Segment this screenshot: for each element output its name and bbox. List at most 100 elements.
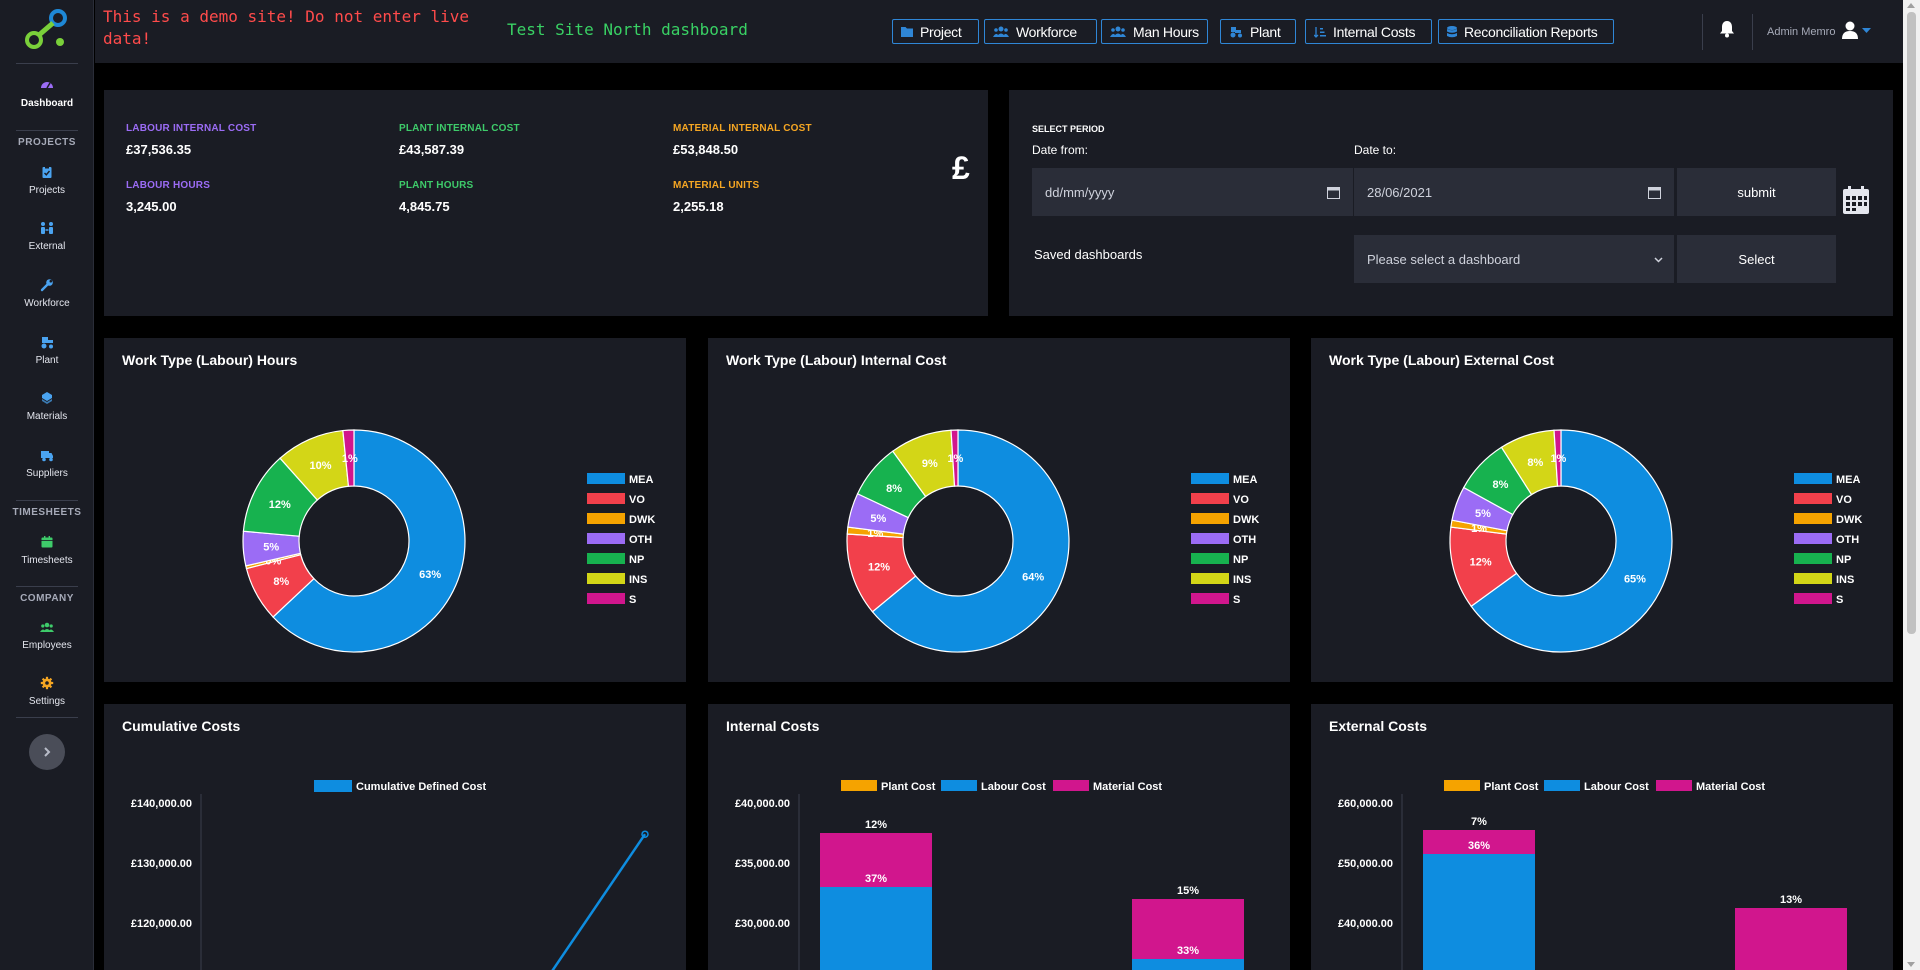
legend-swatch — [587, 593, 625, 604]
sidebar-toggle-button[interactable] — [29, 734, 65, 770]
labour-cost-value: £37,536.35 — [126, 142, 192, 157]
sidebar-item-label: Workforce — [24, 298, 70, 309]
sidebar-section-timesheets: TIMESHEETS — [12, 507, 82, 518]
nav-button-project[interactable]: Project — [892, 19, 979, 44]
slice-label: 5% — [870, 513, 886, 525]
slice-label: 8% — [273, 576, 289, 588]
app-logo[interactable] — [24, 6, 70, 52]
scroll-up-arrow[interactable] — [1907, 3, 1915, 8]
legend-label: S — [629, 594, 636, 606]
bell-icon[interactable] — [1719, 20, 1735, 38]
bar-segment-label: 37% — [865, 873, 887, 885]
sidebar-item-suppliers[interactable]: Suppliers — [0, 448, 94, 494]
slice-label: 10% — [310, 460, 332, 472]
sidebar-divider — [16, 130, 78, 131]
user-icon[interactable] — [1842, 21, 1858, 39]
date-from-input[interactable]: dd/mm/yyyy — [1032, 168, 1353, 216]
nav-button-internal-costs[interactable]: Internal Costs — [1305, 19, 1432, 44]
sidebar-item-timesheets[interactable]: Timesheets — [0, 535, 94, 581]
legend-swatch — [587, 473, 625, 484]
cubes-icon — [42, 392, 52, 404]
scroll-thumb[interactable] — [1907, 12, 1916, 634]
cumulative-costs-panel: Cumulative Costs Cumulative Defined Cost… — [104, 704, 686, 970]
bar-segment-material — [1423, 830, 1535, 854]
donut-slice-mea — [1470, 429, 1673, 653]
calendar-icon[interactable] — [1327, 186, 1340, 199]
legend-swatch — [1656, 780, 1692, 791]
scroll-down-arrow[interactable] — [1907, 962, 1915, 967]
users-icon — [993, 26, 1009, 37]
bar-segment-material — [820, 833, 932, 887]
wrench-icon — [40, 279, 53, 292]
user-name[interactable]: Admin Memro — [1767, 26, 1836, 38]
donut-slice-mea — [272, 429, 466, 653]
nav-button-workforce[interactable]: Workforce — [984, 19, 1097, 44]
material-cost-value: £53,848.50 — [673, 142, 739, 157]
date-from-label: Date from: — [1032, 143, 1089, 157]
plant-cost-label: PLANT INTERNAL COST — [399, 123, 520, 134]
calendar-large-icon[interactable] — [1843, 186, 1869, 214]
sidebar-divider — [16, 586, 78, 587]
legend-label: Plant Cost — [881, 781, 936, 793]
legend-swatch — [587, 553, 625, 564]
legend-label: OTH — [629, 534, 652, 546]
legend-swatch — [314, 780, 352, 792]
select-dashboard-button[interactable]: Select — [1677, 235, 1836, 283]
labour-hours-label: LABOUR HOURS — [126, 180, 211, 191]
users-icon — [1110, 26, 1126, 37]
legend-swatch — [587, 573, 625, 584]
sidebar-divider — [16, 63, 78, 64]
slice-label: 12% — [269, 499, 291, 511]
sidebar-item-settings[interactable]: Settings — [0, 676, 94, 722]
legend-swatch — [1053, 780, 1089, 791]
date-from-placeholder: dd/mm/yyyy — [1045, 184, 1115, 200]
sidebar-item-plant[interactable]: Plant — [0, 335, 94, 381]
slice-label: 65% — [1624, 574, 1646, 586]
submit-button[interactable]: submit — [1677, 168, 1836, 216]
caret-down-icon[interactable] — [1862, 28, 1871, 34]
gear-icon — [40, 676, 54, 690]
nav-button-plant[interactable]: Plant — [1220, 19, 1296, 44]
page-scrollbar[interactable] — [1903, 0, 1920, 970]
data-point — [641, 830, 649, 838]
saved-dashboard-select[interactable]: Please select a dashboard — [1354, 235, 1674, 283]
donut-slice-s — [1553, 429, 1562, 487]
slice-label: 8% — [1493, 479, 1509, 491]
chart-title: Work Type (Labour) External Cost — [1329, 352, 1555, 368]
date-to-input[interactable]: 28/06/2021 — [1354, 168, 1674, 216]
select-period-title: SELECT PERIOD — [1032, 124, 1105, 134]
plant-cost-value: £43,587.39 — [399, 142, 465, 157]
sidebar-item-external[interactable]: External — [0, 221, 94, 267]
chart-title: Work Type (Labour) Internal Cost — [726, 352, 947, 368]
nav-button-reconciliation-reports[interactable]: Reconciliation Reports — [1438, 19, 1614, 44]
labour-external-cost-chart-panel: Work Type (Labour) External Cost 65% 12% 1… — [1311, 338, 1893, 682]
tractor-icon — [1230, 26, 1242, 37]
sidebar-item-employees[interactable]: Employees — [0, 620, 94, 666]
demo-warning: This is a demo site! Do not enter live d… — [103, 7, 470, 48]
legend-label: DWK — [629, 514, 655, 526]
donut-slice-mea — [871, 429, 1070, 653]
sidebar-item-workforce[interactable]: Workforce — [0, 278, 94, 324]
legend-label: Cumulative Defined Cost — [356, 781, 487, 793]
plant-hours-label: PLANT HOURS — [399, 180, 474, 191]
sidebar-item-dashboard[interactable]: Dashboard — [0, 78, 94, 124]
legend-label: MEA — [629, 474, 654, 486]
calendar-icon[interactable] — [1648, 186, 1661, 199]
legend-label: Labour Cost — [1584, 781, 1649, 793]
nav-button-man-hours[interactable]: Man Hours — [1101, 19, 1208, 44]
labour-internal-cost-chart-panel: Work Type (Labour) Internal Cost 64% 12% 1… — [708, 338, 1290, 682]
material-cost-label: MATERIAL INTERNAL COST — [673, 123, 812, 134]
sidebar-item-label: Timesheets — [21, 555, 73, 566]
legend-swatch — [1191, 593, 1229, 604]
material-units-label: MATERIAL UNITS — [673, 180, 760, 191]
sidebar-item-projects[interactable]: Projects — [0, 165, 94, 211]
slice-label: 1% — [1550, 453, 1566, 465]
slice-label: 1% — [342, 453, 358, 465]
truck-icon — [41, 451, 53, 462]
legend-swatch — [1191, 553, 1229, 564]
legend-swatch — [941, 780, 977, 791]
sidebar-item-materials[interactable]: Materials — [0, 391, 94, 437]
legend-label: DWK — [1836, 514, 1862, 526]
